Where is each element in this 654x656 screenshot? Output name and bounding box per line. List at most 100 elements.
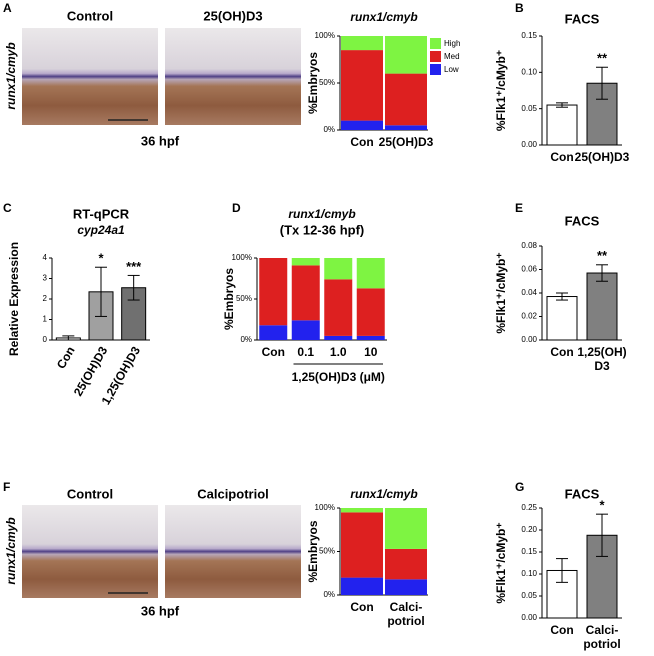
bar-segment [385,548,427,580]
y-tick-label: 50% [319,547,335,556]
caption: Control [67,8,113,23]
y-tick-label: 3 [43,274,48,283]
bar-segment [291,265,320,321]
y-tick-label: 0.05 [521,591,537,600]
y-tick-label: 0.02 [521,312,537,321]
x-tick-label: Con [350,135,373,149]
chart-title: FACS [565,213,600,228]
x-axis-label: 1,25(OH)D3 (μM) [292,370,385,384]
significance: ** [597,248,608,263]
y-tick-label: 0.20 [521,525,537,534]
micrograph [22,505,158,598]
chart-title: runx1/cmyb [288,207,355,221]
bar-segment [259,258,288,326]
bar-segment [341,50,383,121]
y-axis-label: %Embryos [222,268,236,330]
bar-segment [356,258,385,289]
x-tick-label: 0.1 [297,345,314,359]
x-tick-label: Con [350,600,373,614]
y-tick-label: 2 [43,294,48,303]
chart-subtitle: (Tx 12-36 hpf) [280,222,365,237]
x-tick-label: 1.0 [330,345,347,359]
y-tick-label: 0.04 [521,288,537,297]
x-tick-label: 25(OH)D3 [575,150,630,164]
x-tick-label: 10 [364,345,378,359]
bar [546,104,578,146]
y-axis-label: %Flk1⁺/cMyb⁺ [494,50,508,131]
micrograph [165,28,301,125]
y-tick-label: 0.10 [521,67,537,76]
bar-segment [291,258,320,266]
bar-segment [341,508,383,513]
bar [586,272,618,341]
panel-letter: G [515,480,524,494]
y-tick-label: 0.06 [521,265,537,274]
y-tick-label: 0.05 [521,104,537,113]
bar-segment [356,335,385,340]
y-axis-label: %Flk1⁺/cMyb⁺ [494,252,508,333]
y-tick-label: 0.15 [521,547,537,556]
bar-segment [385,579,427,595]
bar-segment [341,512,383,578]
stage: 36 hpf [141,603,180,618]
y-tick-label: 0.15 [521,31,537,40]
panel-letter: F [3,480,10,494]
bar-segment [324,279,353,336]
x-tick-label: potriol [583,637,620,651]
micrograph [22,28,158,125]
y-axis-label: %Flk1⁺/cMyb⁺ [494,522,508,603]
legend-swatch [430,64,441,75]
panel-letter: A [3,1,12,15]
panel-letter: C [3,201,12,215]
caption: Control [67,486,113,501]
legend-label: Low [444,65,459,74]
y-tick-label: 0.00 [521,140,537,149]
bar [546,296,578,341]
y-tick-label: 0 [43,335,48,344]
x-tick-label: Con [550,623,573,637]
bar-segment [324,258,353,280]
y-axis-label: Relative Expression [7,242,21,356]
legend-label: High [444,39,460,48]
significance: * [599,498,605,513]
significance: ** [597,51,608,66]
y-tick-label: 0.10 [521,569,537,578]
bar-segment [341,577,383,595]
bar-segment [356,288,385,336]
panel-letter: E [515,201,523,215]
bar-segment [385,508,427,549]
x-tick-label: D3 [594,359,610,373]
bar-segment [291,320,320,340]
x-tick-label: Calci- [390,600,423,614]
legend-label: Med [444,52,460,61]
x-tick-label: Con [54,344,78,371]
significance: * [98,251,104,266]
side-label: runx1/cmyb [4,42,18,109]
x-tick-label: Con [550,150,573,164]
chart-title: FACS [565,11,600,26]
x-tick-label: Calci- [586,623,619,637]
y-tick-label: 4 [43,253,48,262]
legend-swatch [430,38,441,49]
chart-title: runx1/cmyb [350,10,417,24]
bar-segment [324,335,353,340]
x-tick-label: 1,25(OH) [577,345,626,359]
side-label: runx1/cmyb [4,517,18,584]
y-tick-label: 0.25 [521,503,537,512]
stage: 36 hpf [141,133,180,148]
micrograph [165,505,301,598]
y-tick-label: 1 [43,315,48,324]
y-tick-label: 0% [323,590,335,599]
x-tick-label: 25(OH)D3 [379,135,434,149]
y-axis-label: %Embryos [306,520,320,582]
y-tick-label: 0.00 [521,335,537,344]
panel-letter: B [515,1,524,15]
y-tick-label: 0% [240,335,252,344]
y-tick-label: 100% [232,253,252,262]
y-tick-label: 0.08 [521,241,537,250]
legend-swatch [430,51,441,62]
y-axis-label: %Embryos [306,52,320,114]
bar-segment [385,73,427,126]
bar-segment [341,36,383,51]
